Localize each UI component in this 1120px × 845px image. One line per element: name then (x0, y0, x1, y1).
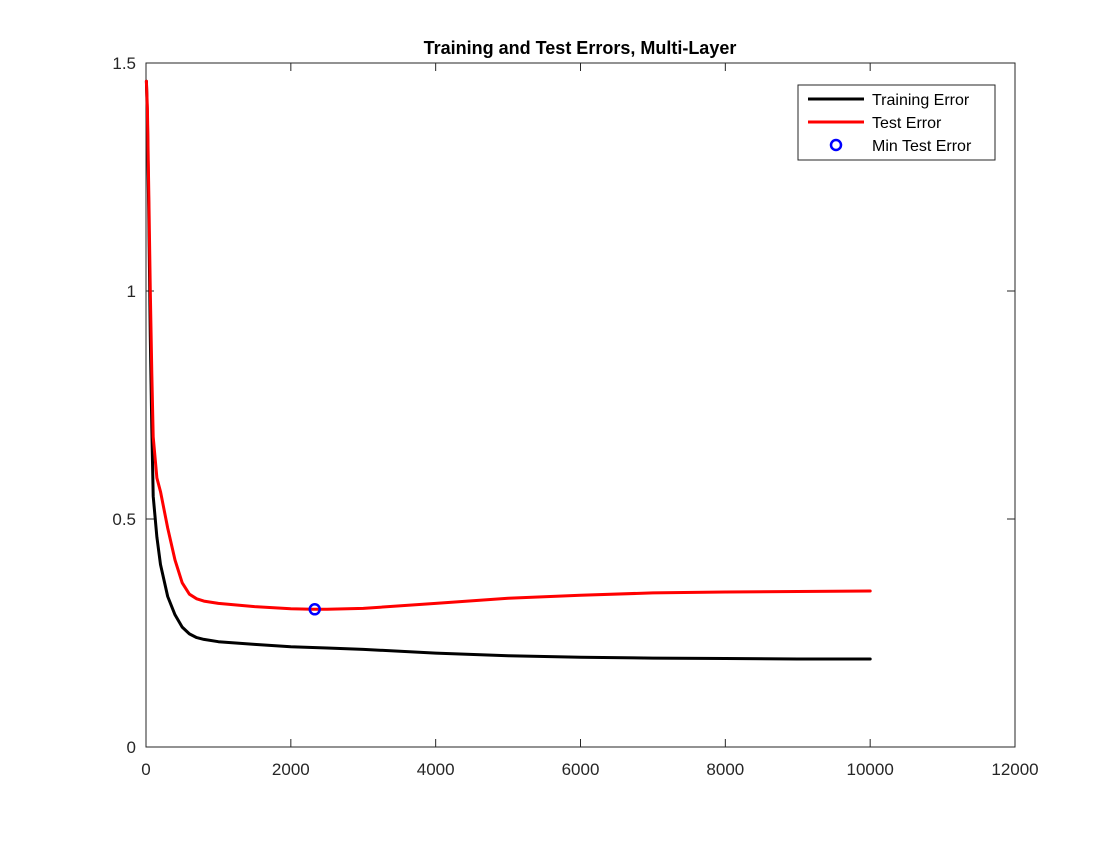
chart-title: Training and Test Errors, Multi-Layer (424, 38, 737, 58)
x-tick-label: 8000 (706, 760, 744, 779)
legend-swatch-min-test-error (829, 138, 843, 152)
legend-label-min-test-error: Min Test Error (872, 138, 972, 155)
legend-label-test-error: Test Error (872, 115, 942, 132)
x-tick-label: 2000 (272, 760, 310, 779)
x-tick-label: 4000 (417, 760, 455, 779)
y-tick-label: 0 (127, 738, 136, 757)
series-layer (144, 79, 872, 661)
x-tick-label: 6000 (562, 760, 600, 779)
y-tick-label: 1.5 (112, 54, 136, 73)
y-tick-label: 0.5 (112, 510, 136, 529)
y-tick-label: 1 (127, 282, 136, 301)
marker-min-test-error (308, 603, 321, 616)
x-tick-label: 12000 (991, 760, 1038, 779)
legend-label-training-error: Training Error (872, 92, 970, 109)
axis-ticks: 0 2000 4000 6000 8000 10000 12000 0 0.5 1 1.5 (112, 54, 1038, 779)
series-line-test-error (144, 79, 872, 611)
plot-area (145, 62, 1016, 748)
legend: Training Error Test Error Min Test Error (797, 84, 996, 161)
x-tick-label: 0 (141, 760, 150, 779)
x-tick-label: 10000 (847, 760, 894, 779)
